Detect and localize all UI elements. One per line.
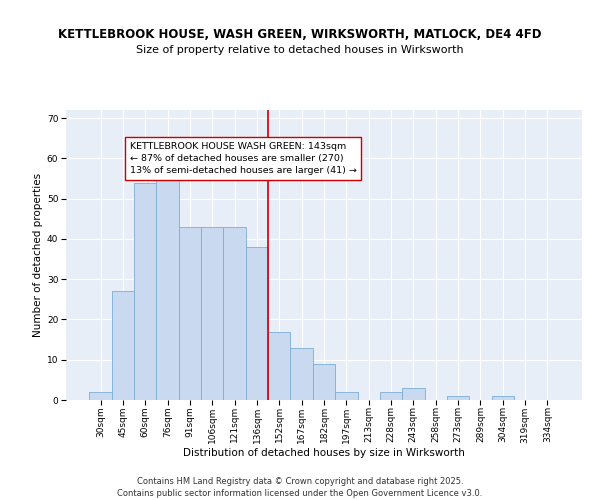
Bar [290, 348, 313, 400]
Bar [380, 392, 402, 400]
Bar [134, 182, 157, 400]
Bar [201, 227, 223, 400]
Text: KETTLEBROOK HOUSE WASH GREEN: 143sqm
← 87% of detached houses are smaller (270)
: KETTLEBROOK HOUSE WASH GREEN: 143sqm ← 8… [130, 142, 356, 175]
Bar [447, 396, 469, 400]
Text: Contains HM Land Registry data © Crown copyright and database right 2025.
Contai: Contains HM Land Registry data © Crown c… [118, 476, 482, 498]
Bar [179, 227, 201, 400]
Bar [223, 227, 246, 400]
Bar [491, 396, 514, 400]
Bar [268, 332, 290, 400]
Text: Size of property relative to detached houses in Wirksworth: Size of property relative to detached ho… [136, 45, 464, 55]
Bar [89, 392, 112, 400]
Text: KETTLEBROOK HOUSE, WASH GREEN, WIRKSWORTH, MATLOCK, DE4 4FD: KETTLEBROOK HOUSE, WASH GREEN, WIRKSWORT… [58, 28, 542, 40]
Bar [335, 392, 358, 400]
Bar [246, 247, 268, 400]
Bar [112, 291, 134, 400]
X-axis label: Distribution of detached houses by size in Wirksworth: Distribution of detached houses by size … [183, 448, 465, 458]
Y-axis label: Number of detached properties: Number of detached properties [32, 173, 43, 337]
Bar [157, 178, 179, 400]
Bar [402, 388, 425, 400]
Bar [313, 364, 335, 400]
